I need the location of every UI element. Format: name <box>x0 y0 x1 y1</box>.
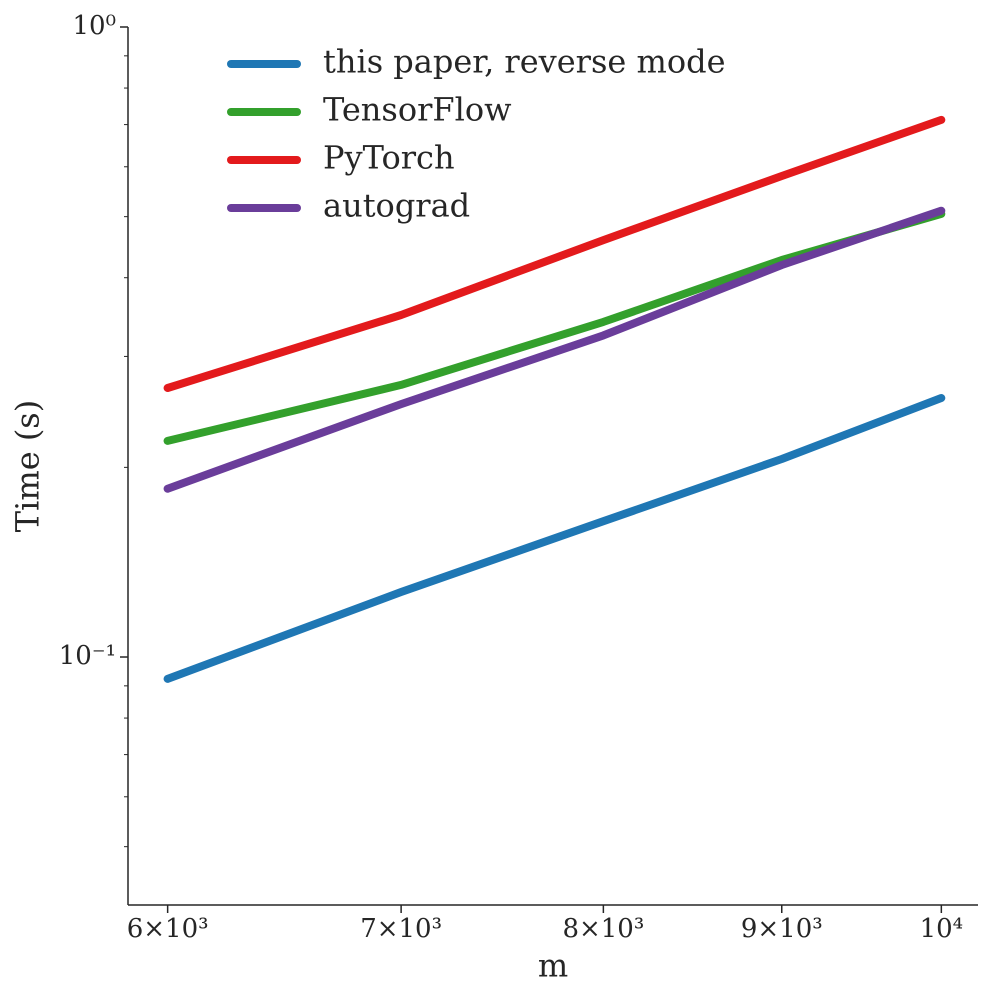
x-tick-label: 6×10³ <box>127 914 209 944</box>
x-tick-label: 9×10³ <box>741 914 823 944</box>
y-tick-label: 10⁰ <box>72 11 116 41</box>
series-line <box>163 206 946 493</box>
x-tick-label: 7×10³ <box>360 914 442 944</box>
series-line <box>163 394 946 683</box>
y-tick-label: 10⁻¹ <box>59 641 116 671</box>
legend-label: TensorFlow <box>323 91 511 129</box>
legend-label: autograd <box>323 187 470 225</box>
y-axis-label: Time (s) <box>9 400 47 532</box>
legend-label: this paper, reverse mode <box>323 43 726 81</box>
x-tick-label: 10⁴ <box>920 914 964 944</box>
x-tick-label: 8×10³ <box>562 914 644 944</box>
legend-label: PyTorch <box>323 139 455 177</box>
x-axis-label: m <box>538 947 568 985</box>
series-line <box>163 115 946 392</box>
